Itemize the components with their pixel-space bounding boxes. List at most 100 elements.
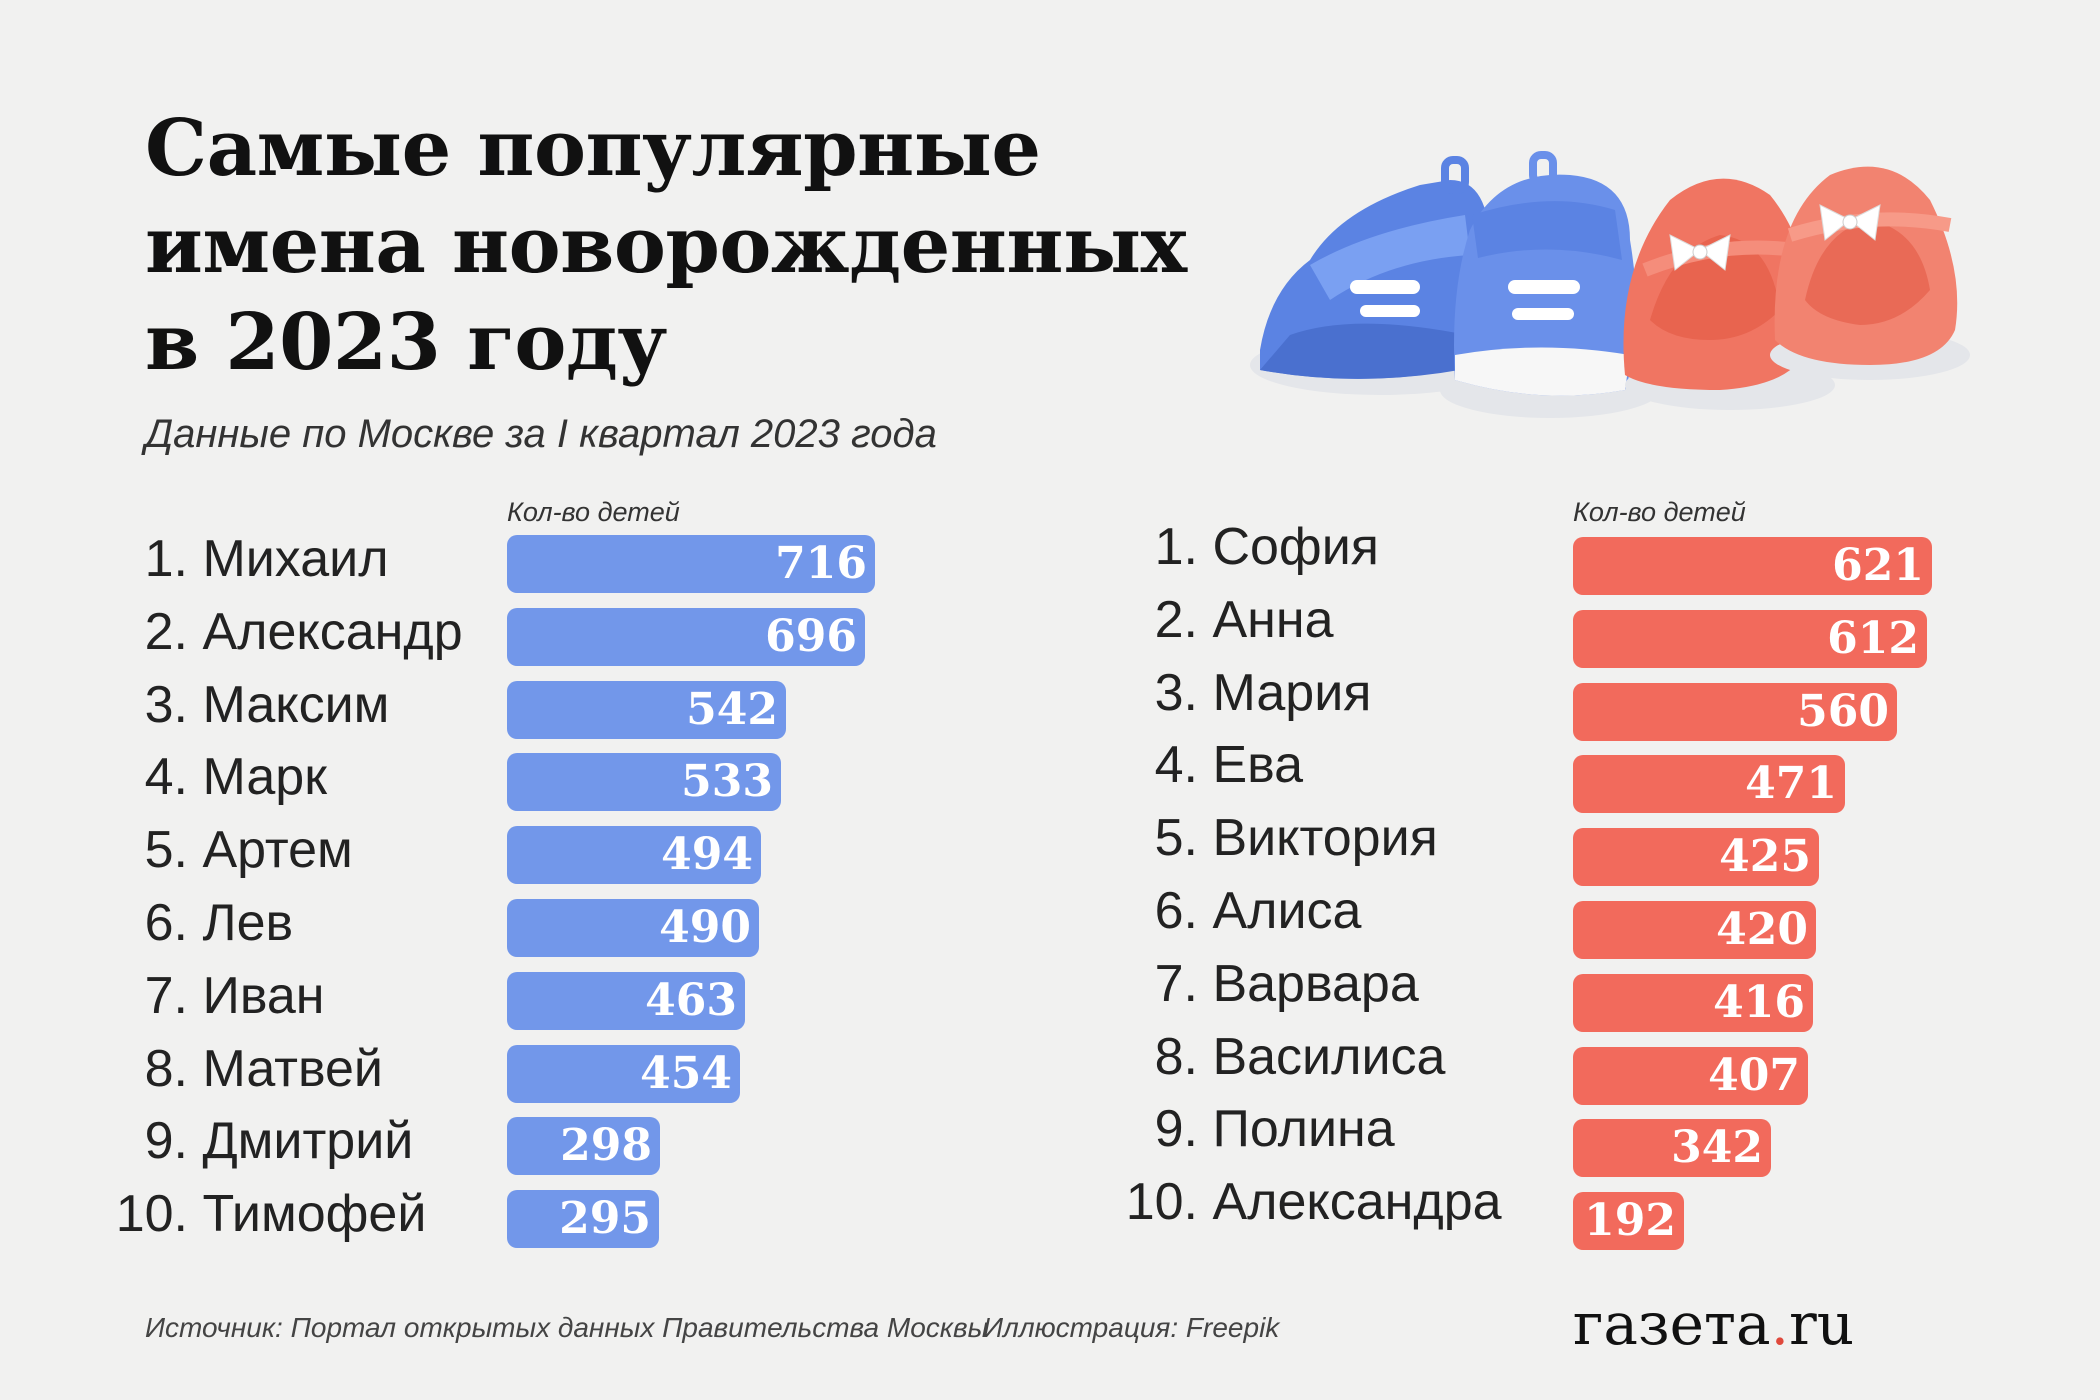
boy-name-label: 1. Михаил (110, 529, 389, 589)
rank-number: 5. (144, 821, 188, 880)
boy-name-label: 7. Иван (110, 966, 325, 1026)
name-text: Матвей (188, 1039, 383, 1098)
bar-value-label: 295 (559, 1193, 651, 1245)
boy-bar: 533 (507, 753, 781, 812)
girl-bar: 621 (1573, 537, 1932, 595)
bar-value-label: 560 (1797, 685, 1889, 737)
rank-number: 3. (144, 675, 188, 734)
girl-bar: 560 (1573, 682, 1897, 741)
girl-name-label: 3. Мария (1120, 663, 1372, 723)
bar-value-label: 416 (1713, 976, 1805, 1028)
girl-bar: 425 (1573, 828, 1819, 887)
boy-name-label: 5. Артем (110, 820, 353, 880)
girl-name-label: 2. Анна (1120, 590, 1334, 650)
red-shoe-left (1623, 178, 1835, 410)
title-line: в 2023 году (145, 297, 667, 388)
bar-value-label: 533 (681, 756, 773, 808)
bar-value-label: 192 (1584, 1195, 1676, 1247)
name-text: Алиса (1198, 882, 1362, 940)
boy-bar: 542 (507, 680, 786, 739)
name-text: Максим (188, 675, 390, 734)
girl-name-label: 7. Варвара (1120, 954, 1419, 1014)
girl-name-label: 1. София (1120, 517, 1379, 577)
name-text: Полина (1198, 1100, 1395, 1159)
bar-value-label: 342 (1671, 1122, 1763, 1174)
rank-number: 9. (144, 1112, 188, 1171)
girl-name-label: 9. Полина (1120, 1099, 1395, 1159)
rank-number: 1. (1154, 518, 1198, 576)
name-text: Василиса (1198, 1027, 1446, 1086)
boy-bar: 463 (507, 971, 745, 1030)
girl-name-label: 8. Василиса (1120, 1027, 1446, 1087)
bar-value-label: 542 (686, 683, 778, 735)
rank-number: 3. (1154, 663, 1198, 722)
title-line: имена новорожденных (145, 200, 1187, 291)
name-text: Ева (1198, 736, 1304, 795)
boy-bar: 454 (507, 1044, 740, 1103)
bar-value-label: 407 (1708, 1049, 1800, 1101)
name-text: Виктория (1198, 809, 1438, 868)
girl-bar: 416 (1573, 973, 1813, 1032)
red-shoe-right (1770, 166, 1970, 380)
name-text: Тимофей (188, 1185, 427, 1244)
source-note: Источник: Портал открытых данных Правите… (145, 1312, 989, 1343)
boy-bar: 696 (507, 607, 865, 666)
girl-name-label: 5. Виктория (1120, 808, 1438, 868)
value-axis-label-girls: Кол-во детей (1573, 497, 1746, 527)
rank-number: 2. (1154, 590, 1198, 649)
rank-number: 6. (1154, 882, 1198, 940)
boy-name-label: 3. Максим (110, 675, 390, 735)
bar-value-label: 425 (1719, 831, 1811, 883)
boy-bar: 298 (507, 1117, 660, 1176)
name-text: Лев (188, 894, 294, 952)
bar-value-label: 471 (1745, 758, 1837, 810)
bar-value-label: 696 (765, 610, 857, 662)
logo-text: газета (1573, 1290, 1771, 1358)
bar-value-label: 716 (775, 538, 867, 589)
bar-value-label: 612 (1827, 612, 1919, 664)
bar-value-label: 621 (1832, 540, 1924, 591)
illustration-credit: Иллюстрация: Freepik (983, 1312, 1280, 1343)
girl-bar: 420 (1573, 901, 1816, 959)
blue-shoe-right (1440, 151, 1660, 418)
name-text: Варвара (1198, 954, 1419, 1013)
boy-name-label: 10. Тимофей (110, 1184, 427, 1244)
name-text: Александр (188, 602, 463, 661)
bar-value-label: 298 (560, 1120, 652, 1172)
girl-bar: 192 (1573, 1192, 1684, 1251)
rank-number: 7. (144, 966, 188, 1025)
boy-name-label: 9. Дмитрий (110, 1111, 414, 1171)
boy-bar: 490 (507, 899, 759, 957)
boy-name-label: 8. Матвей (110, 1039, 383, 1099)
rank-number: 8. (144, 1039, 188, 1098)
girl-name-label: 10. Александра (1120, 1172, 1502, 1232)
name-text: Анна (1198, 590, 1334, 649)
rank-number: 7. (1154, 954, 1198, 1013)
girl-bar: 342 (1573, 1119, 1771, 1178)
bar-value-label: 494 (661, 829, 753, 881)
blue-shoe-left (1250, 156, 1510, 395)
chart-subtitle: Данные по Москве за I квартал 2023 года (145, 412, 937, 456)
rank-number: 4. (144, 748, 188, 807)
boy-bar: 494 (507, 826, 761, 885)
rank-number: 5. (1154, 809, 1198, 868)
bar-value-label: 420 (1716, 904, 1808, 955)
name-text: Марк (188, 748, 327, 807)
name-text: Мария (1198, 663, 1372, 722)
rank-number: 6. (144, 894, 188, 952)
chart-title: Самые популярные имена новорожденных в 2… (145, 100, 1245, 391)
title-line: Самые популярные (145, 103, 1041, 194)
rank-number: 9. (1154, 1100, 1198, 1159)
rank-number: 1. (144, 530, 188, 588)
girl-name-label: 4. Ева (1120, 735, 1303, 795)
logo-tld: ru (1789, 1290, 1855, 1358)
name-text: Иван (188, 966, 325, 1025)
girl-bar: 407 (1573, 1046, 1808, 1105)
name-text: Александра (1198, 1173, 1502, 1232)
boy-bar: 295 (507, 1190, 659, 1249)
girl-bar: 471 (1573, 755, 1845, 814)
bar-value-label: 490 (659, 902, 751, 953)
bar-value-label: 463 (645, 974, 737, 1026)
rank-number: 2. (144, 602, 188, 661)
rank-number: 4. (1154, 736, 1198, 795)
